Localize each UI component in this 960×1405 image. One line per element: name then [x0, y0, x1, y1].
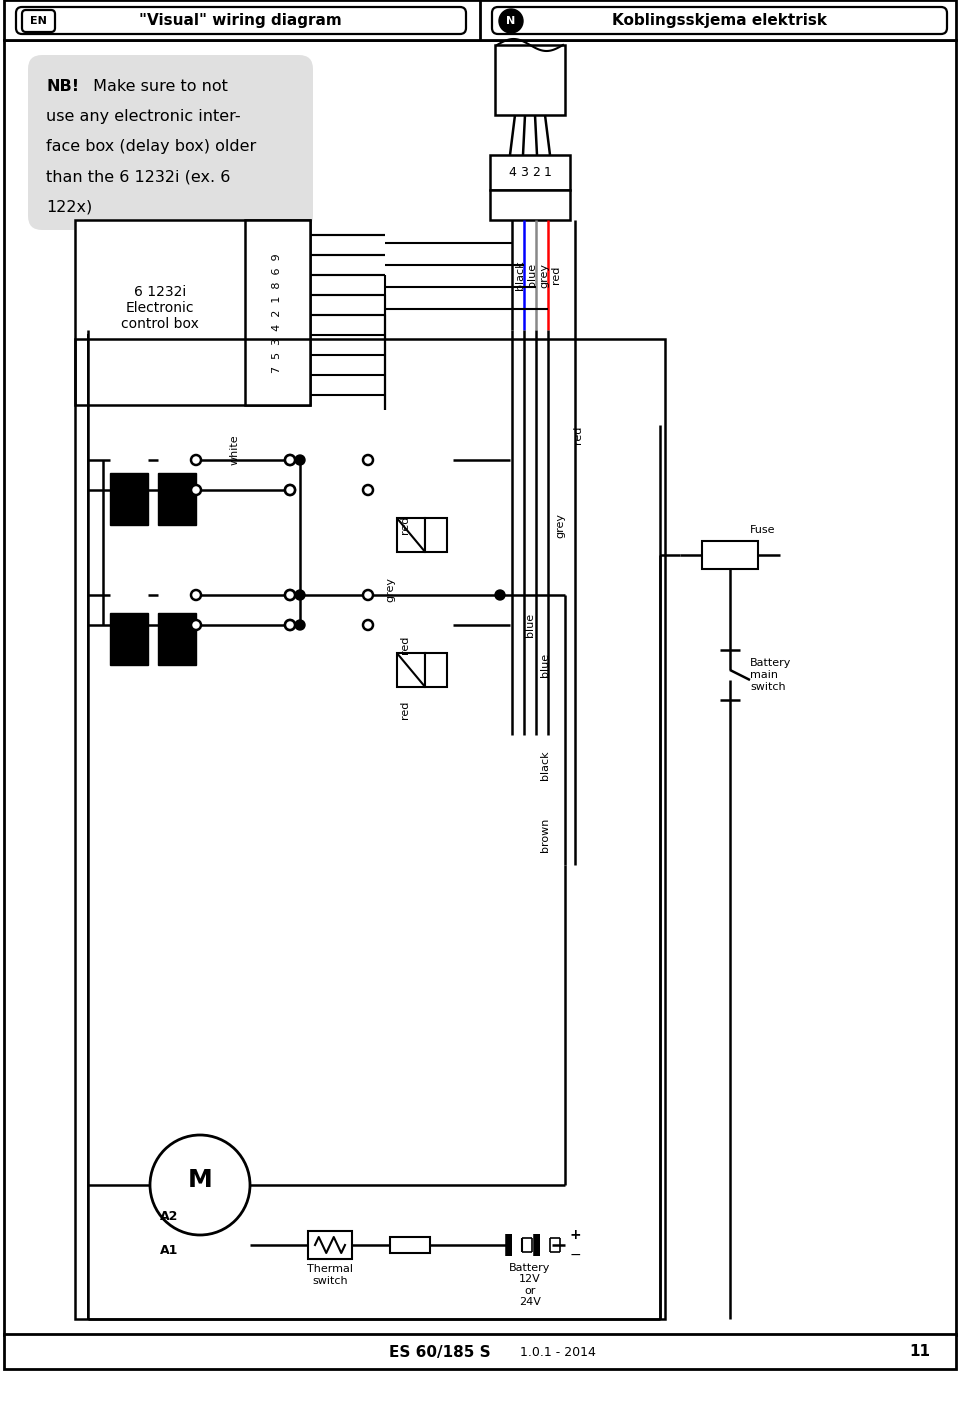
- Circle shape: [285, 590, 295, 600]
- Circle shape: [363, 455, 373, 465]
- FancyBboxPatch shape: [28, 55, 313, 230]
- Text: blue: blue: [527, 263, 537, 287]
- Circle shape: [285, 455, 295, 465]
- Text: Thermal
switch: Thermal switch: [307, 1264, 353, 1286]
- Text: 2: 2: [532, 167, 540, 180]
- Circle shape: [363, 485, 373, 495]
- Text: +: +: [569, 1228, 581, 1242]
- Text: A1: A1: [160, 1243, 179, 1256]
- Text: EN: EN: [30, 15, 46, 27]
- Text: blue: blue: [540, 653, 550, 677]
- Text: 6 1232i
Electronic
control box: 6 1232i Electronic control box: [121, 285, 199, 332]
- Text: black: black: [515, 260, 525, 289]
- Bar: [495, 45, 565, 115]
- Text: red: red: [400, 516, 410, 534]
- Circle shape: [363, 590, 373, 600]
- Text: Make sure to not: Make sure to not: [88, 79, 228, 94]
- Circle shape: [285, 485, 295, 495]
- Text: A2: A2: [160, 1211, 179, 1224]
- Polygon shape: [397, 518, 425, 552]
- Bar: [87, 334, 89, 1319]
- Bar: [158, 473, 196, 525]
- Bar: [390, 1236, 430, 1253]
- FancyBboxPatch shape: [22, 10, 55, 32]
- Bar: [508, 1234, 512, 1256]
- Text: 122x): 122x): [46, 200, 92, 214]
- Bar: [702, 541, 758, 569]
- Text: grey: grey: [539, 263, 549, 288]
- Text: white: white: [230, 434, 240, 465]
- Bar: [425, 518, 447, 552]
- Text: Battery
12V
or
24V: Battery 12V or 24V: [510, 1263, 551, 1308]
- Text: face box (delay box) older: face box (delay box) older: [46, 139, 256, 155]
- Bar: [110, 613, 148, 665]
- Text: grey: grey: [555, 513, 565, 538]
- Text: than the 6 1232i (ex. 6: than the 6 1232i (ex. 6: [46, 169, 230, 184]
- Circle shape: [285, 455, 295, 465]
- Bar: [490, 190, 570, 221]
- Circle shape: [191, 455, 201, 465]
- Circle shape: [285, 590, 295, 600]
- Circle shape: [285, 620, 295, 629]
- Polygon shape: [397, 653, 425, 687]
- Text: red: red: [400, 636, 410, 655]
- Circle shape: [295, 620, 305, 629]
- Circle shape: [295, 455, 305, 465]
- Text: use any electronic inter-: use any electronic inter-: [46, 110, 241, 124]
- Bar: [75, 339, 665, 1319]
- Circle shape: [285, 620, 295, 629]
- Text: "Visual" wiring diagram: "Visual" wiring diagram: [138, 14, 342, 28]
- Text: ES 60/185 S: ES 60/185 S: [389, 1345, 491, 1360]
- Circle shape: [191, 620, 201, 629]
- Text: 1: 1: [544, 167, 552, 180]
- Text: Battery
main
switch: Battery main switch: [750, 659, 791, 691]
- Bar: [110, 473, 148, 525]
- Text: 1.0.1 - 2014: 1.0.1 - 2014: [520, 1346, 596, 1359]
- Circle shape: [495, 590, 505, 600]
- Text: N: N: [506, 15, 516, 27]
- Text: M: M: [187, 1168, 212, 1191]
- Circle shape: [191, 485, 201, 495]
- Bar: [308, 1231, 352, 1259]
- FancyBboxPatch shape: [16, 7, 466, 34]
- Text: 3: 3: [520, 167, 528, 180]
- Text: −: −: [569, 1248, 581, 1262]
- Text: 4: 4: [508, 167, 516, 180]
- Circle shape: [363, 620, 373, 629]
- Text: Fuse: Fuse: [750, 525, 776, 535]
- Text: grey: grey: [385, 577, 395, 603]
- Bar: [245, 221, 310, 405]
- Bar: [536, 1234, 540, 1256]
- Text: red: red: [400, 701, 410, 719]
- Text: NB!: NB!: [46, 79, 79, 94]
- Text: red: red: [573, 426, 583, 444]
- Bar: [158, 613, 196, 665]
- Text: 7  5  3  4  2  1  8  6  9: 7 5 3 4 2 1 8 6 9: [272, 253, 282, 372]
- Bar: [75, 221, 310, 405]
- Text: black: black: [540, 750, 550, 780]
- Text: red: red: [551, 266, 561, 284]
- Text: blue: blue: [525, 613, 535, 636]
- Text: Koblingsskjema elektrisk: Koblingsskjema elektrisk: [612, 14, 828, 28]
- Circle shape: [285, 485, 295, 495]
- Bar: [4, 0, 956, 39]
- Circle shape: [499, 8, 523, 32]
- Circle shape: [191, 590, 201, 600]
- Bar: [4, 1333, 956, 1368]
- Text: 11: 11: [909, 1345, 930, 1360]
- Circle shape: [150, 1135, 250, 1235]
- Text: brown: brown: [540, 818, 550, 853]
- Bar: [425, 653, 447, 687]
- Bar: [490, 155, 570, 190]
- Circle shape: [295, 590, 305, 600]
- FancyBboxPatch shape: [492, 7, 947, 34]
